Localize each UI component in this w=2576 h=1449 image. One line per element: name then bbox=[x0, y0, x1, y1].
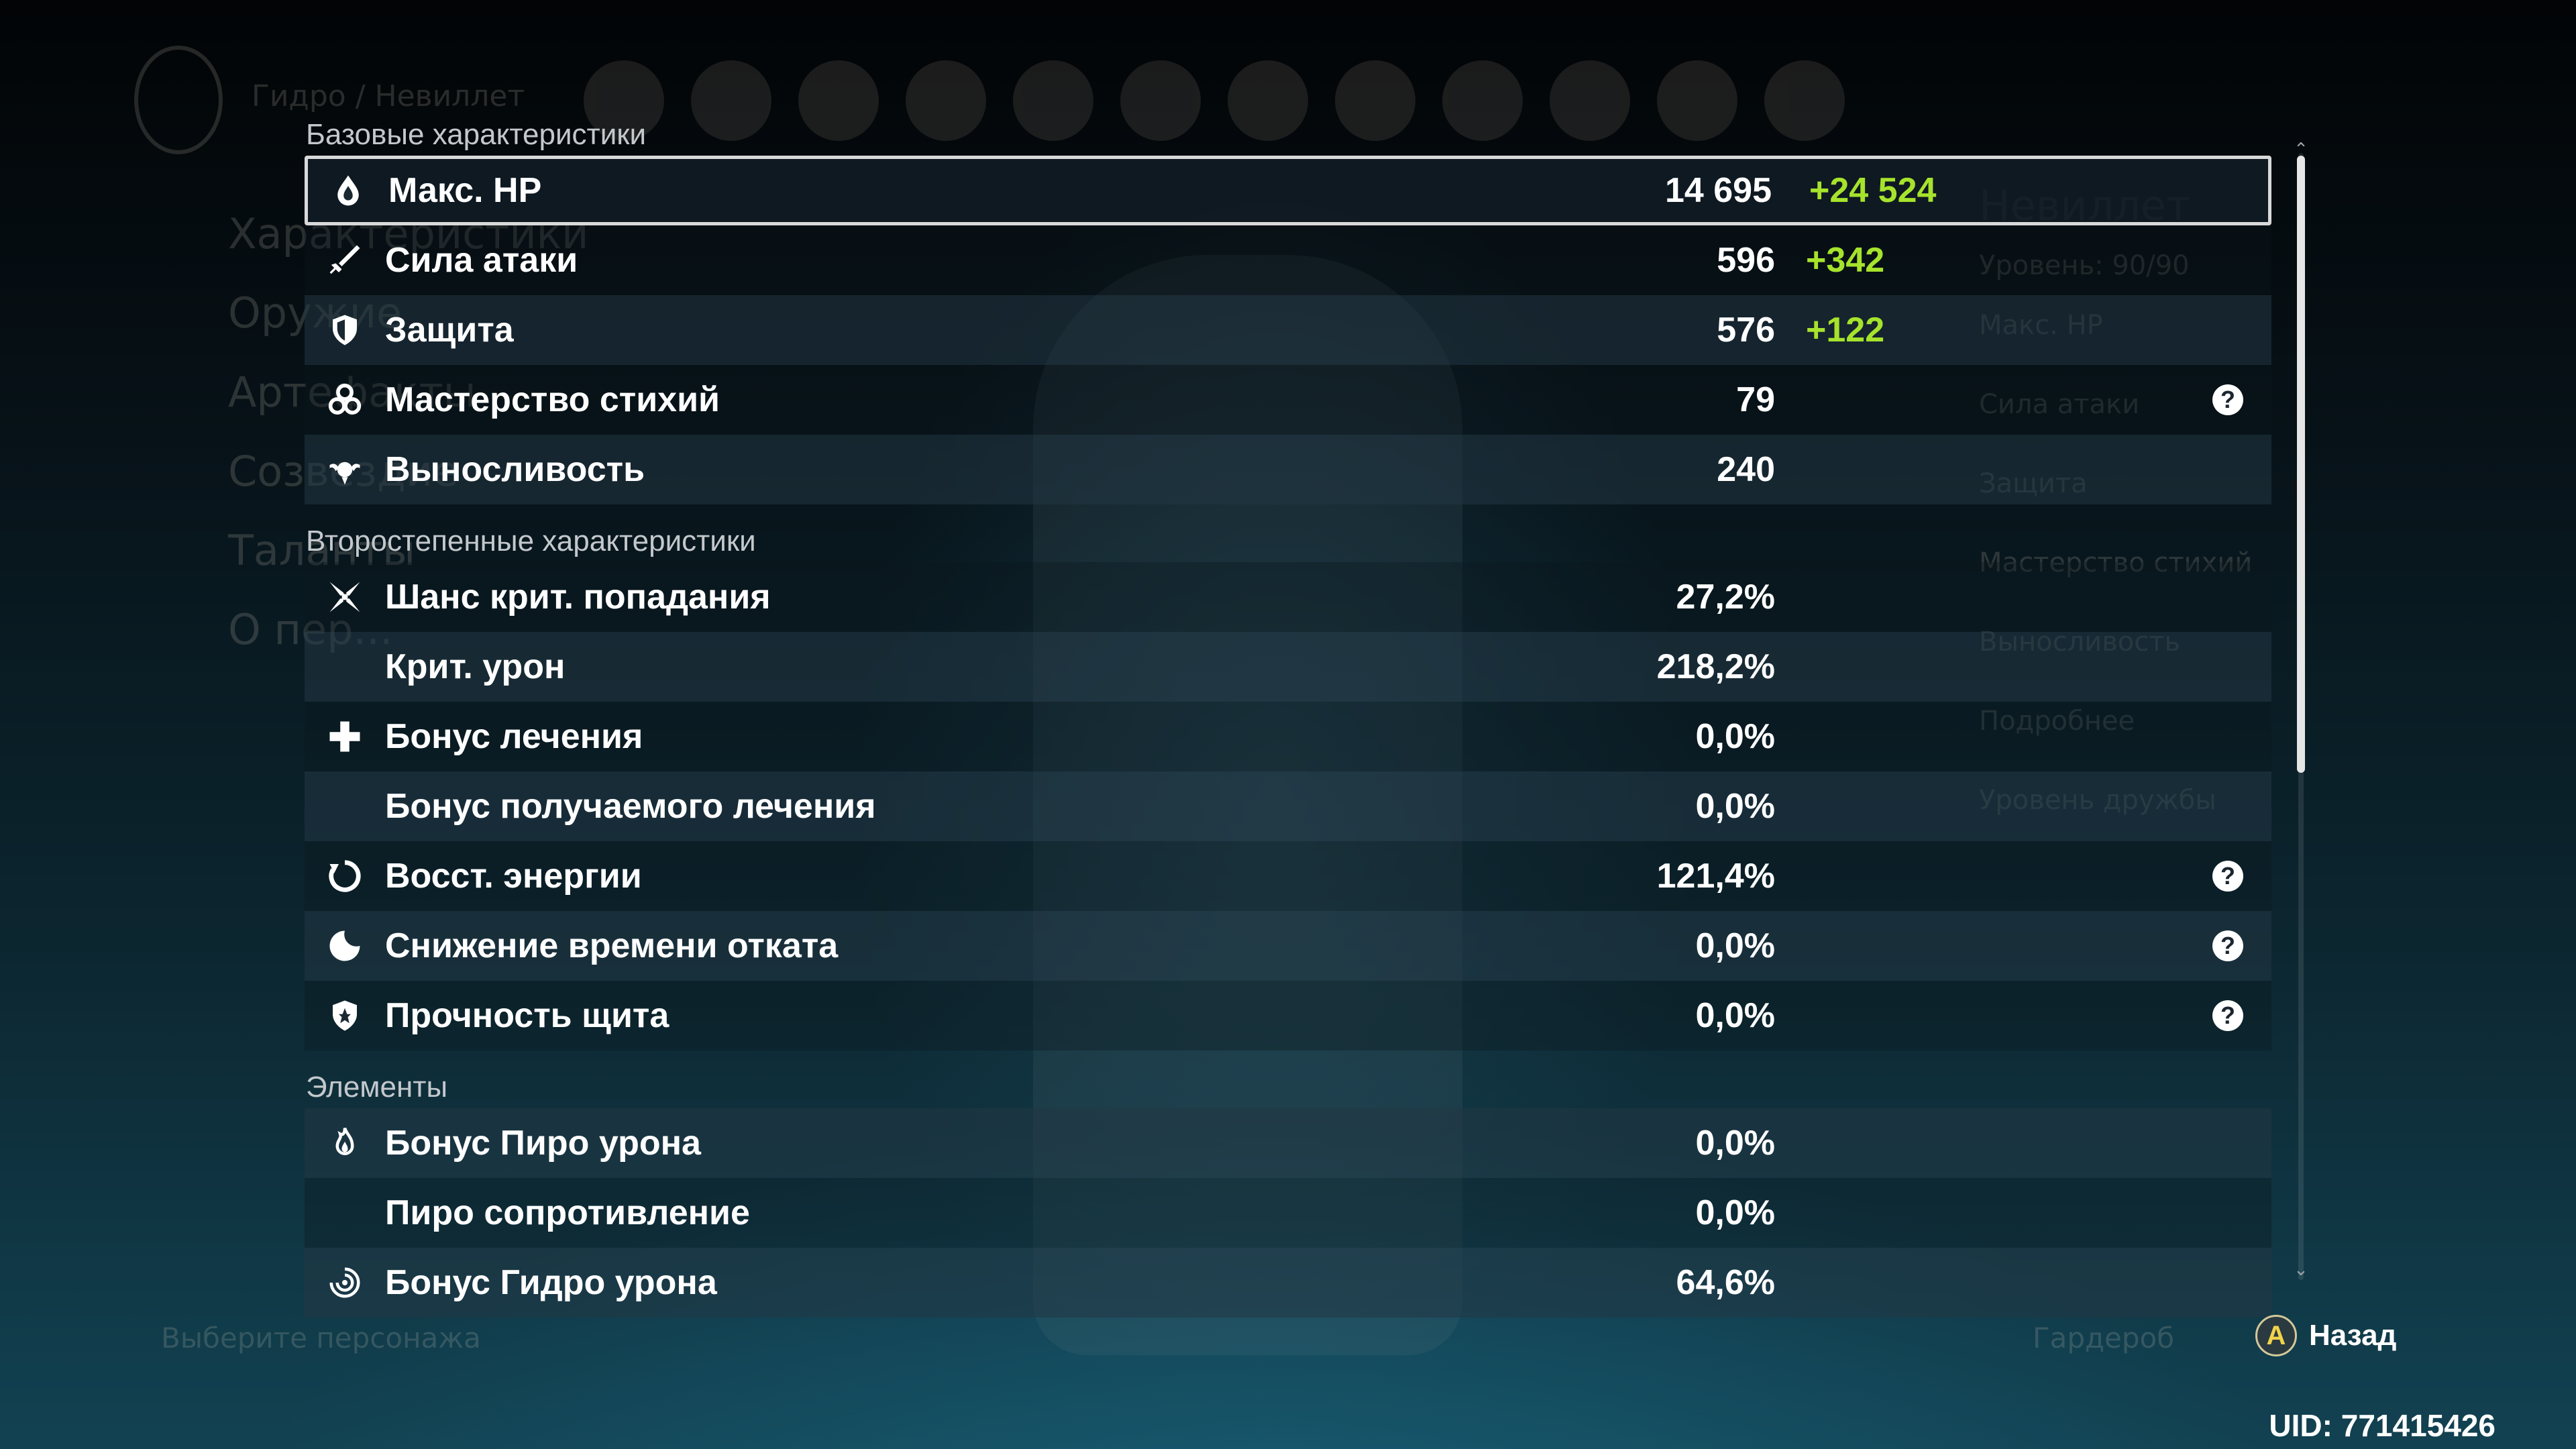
stat-label: Мастерство стихий bbox=[385, 380, 720, 419]
stat-label: Бонус Гидро урона bbox=[385, 1263, 717, 1302]
stat-list: Макс. HP 14 695 +24 524 Сила атаки 596 +342 За… bbox=[305, 156, 2271, 504]
hydro-emblem-icon bbox=[134, 46, 223, 154]
help-icon[interactable]: ? bbox=[2212, 384, 2243, 415]
stat-bonus: +122 bbox=[1806, 311, 1885, 350]
stat-value: 0,0% bbox=[1695, 1193, 1775, 1232]
energy-recharge-icon bbox=[305, 841, 385, 911]
healing-cross-icon bbox=[305, 702, 385, 771]
stat-label: Восст. энергии bbox=[385, 857, 642, 896]
help-icon[interactable]: ? bbox=[2212, 930, 2243, 961]
wardrobe-label: Гардероб bbox=[2033, 1322, 2175, 1354]
stat-value: 0,0% bbox=[1695, 787, 1775, 826]
back-button[interactable]: A Назад bbox=[2255, 1315, 2396, 1356]
scroll-up-icon: ⌃ bbox=[2294, 140, 2308, 160]
breadcrumb: Гидро / Невиллет bbox=[252, 79, 525, 113]
sword-icon bbox=[305, 225, 385, 295]
stat-row[interactable]: Бонус получаемого лечения 0,0% bbox=[305, 771, 2271, 841]
stat-value: 64,6% bbox=[1676, 1263, 1775, 1302]
icon-placeholder bbox=[305, 771, 385, 841]
stat-value: 0,0% bbox=[1695, 717, 1775, 756]
hp-drop-icon bbox=[308, 156, 388, 225]
stat-bonus: +24 524 bbox=[1809, 171, 1937, 210]
section-title: Элементы bbox=[306, 1071, 448, 1104]
stat-label: Выносливость bbox=[385, 450, 645, 489]
shield-icon bbox=[305, 295, 385, 365]
stat-row[interactable]: Макс. HP 14 695 +24 524 bbox=[305, 156, 2271, 225]
stat-label: Снижение времени отката bbox=[385, 926, 839, 965]
stat-list: Бонус Пиро урона 0,0% Пиро сопротивление 0,… bbox=[305, 1108, 2271, 1318]
section-title: Второстепенные характеристики bbox=[306, 525, 756, 557]
stat-label: Сила атаки bbox=[385, 241, 578, 280]
stat-value: 0,0% bbox=[1695, 996, 1775, 1035]
stat-row[interactable]: Бонус Гидро урона 64,6% bbox=[305, 1248, 2271, 1318]
scrollbar-thumb[interactable] bbox=[2297, 156, 2305, 773]
stat-row[interactable]: Бонус Пиро урона 0,0% bbox=[305, 1108, 2271, 1178]
stat-value: 121,4% bbox=[1656, 857, 1775, 896]
icon-placeholder bbox=[305, 632, 385, 702]
select-character-hint: Выберите персонажа bbox=[161, 1322, 481, 1354]
stat-row[interactable]: Мастерство стихий 79? bbox=[305, 365, 2271, 435]
help-icon[interactable]: ? bbox=[2212, 1000, 2243, 1031]
stat-label: Бонус Пиро урона bbox=[385, 1124, 701, 1163]
stat-label: Шанс крит. попадания bbox=[385, 578, 771, 616]
stat-row[interactable]: Крит. урон 218,2% bbox=[305, 632, 2271, 702]
stat-value: 14 695 bbox=[1664, 171, 1772, 210]
scroll-down-icon: ⌄ bbox=[2294, 1260, 2308, 1280]
stat-label: Бонус лечения bbox=[385, 717, 643, 756]
stat-value: 576 bbox=[1717, 311, 1775, 350]
stat-row[interactable]: Прочность щита 0,0%? bbox=[305, 981, 2271, 1051]
stamina-icon bbox=[305, 435, 385, 504]
stat-value: 596 bbox=[1717, 241, 1775, 280]
elemental-mastery-icon bbox=[305, 365, 385, 435]
hydro-icon bbox=[305, 1248, 385, 1318]
stat-row[interactable]: Восст. энергии 121,4%? bbox=[305, 841, 2271, 911]
stat-row[interactable]: Защита 576 +122 bbox=[305, 295, 2271, 365]
help-icon[interactable]: ? bbox=[2212, 861, 2243, 892]
stat-list: Шанс крит. попадания 27,2% Крит. урон 218,2… bbox=[305, 562, 2271, 1051]
a-button-icon: A bbox=[2255, 1315, 2297, 1356]
stat-label: Крит. урон bbox=[385, 647, 566, 686]
stat-value: 27,2% bbox=[1676, 578, 1775, 616]
stat-row[interactable]: Выносливость 240 bbox=[305, 435, 2271, 504]
uid-label: UID: 771415426 bbox=[2269, 1408, 2496, 1443]
stat-value: 79 bbox=[1736, 380, 1775, 419]
attributes-panel: Базовые характеристики Макс. HP 14 695 +24 … bbox=[305, 114, 2271, 1318]
stat-label: Макс. HP bbox=[388, 171, 542, 210]
stat-label: Пиро сопротивление bbox=[385, 1193, 750, 1232]
stat-value: 0,0% bbox=[1695, 1124, 1775, 1163]
stat-row[interactable]: Снижение времени отката 0,0%? bbox=[305, 911, 2271, 981]
stat-value: 240 bbox=[1717, 450, 1775, 489]
crit-icon bbox=[305, 562, 385, 632]
section-spacer bbox=[305, 504, 2271, 521]
stat-row[interactable]: Шанс крит. попадания 27,2% bbox=[305, 562, 2271, 632]
stat-bonus: +342 bbox=[1806, 241, 1885, 280]
section-spacer bbox=[305, 1051, 2271, 1067]
stat-value: 218,2% bbox=[1656, 647, 1775, 686]
icon-placeholder bbox=[305, 1178, 385, 1248]
shield-strength-icon bbox=[305, 981, 385, 1051]
stat-label: Защита bbox=[385, 311, 514, 350]
pyro-icon bbox=[305, 1108, 385, 1178]
stat-value: 0,0% bbox=[1695, 926, 1775, 965]
stat-label: Бонус получаемого лечения bbox=[385, 787, 876, 826]
stat-row[interactable]: Сила атаки 596 +342 bbox=[305, 225, 2271, 295]
section-title: Базовые характеристики bbox=[306, 118, 647, 151]
stat-row[interactable]: Пиро сопротивление 0,0% bbox=[305, 1178, 2271, 1248]
back-label: Назад bbox=[2309, 1319, 2397, 1352]
stat-row[interactable]: Бонус лечения 0,0% bbox=[305, 702, 2271, 771]
cooldown-icon bbox=[305, 911, 385, 981]
stat-label: Прочность щита bbox=[385, 996, 669, 1035]
